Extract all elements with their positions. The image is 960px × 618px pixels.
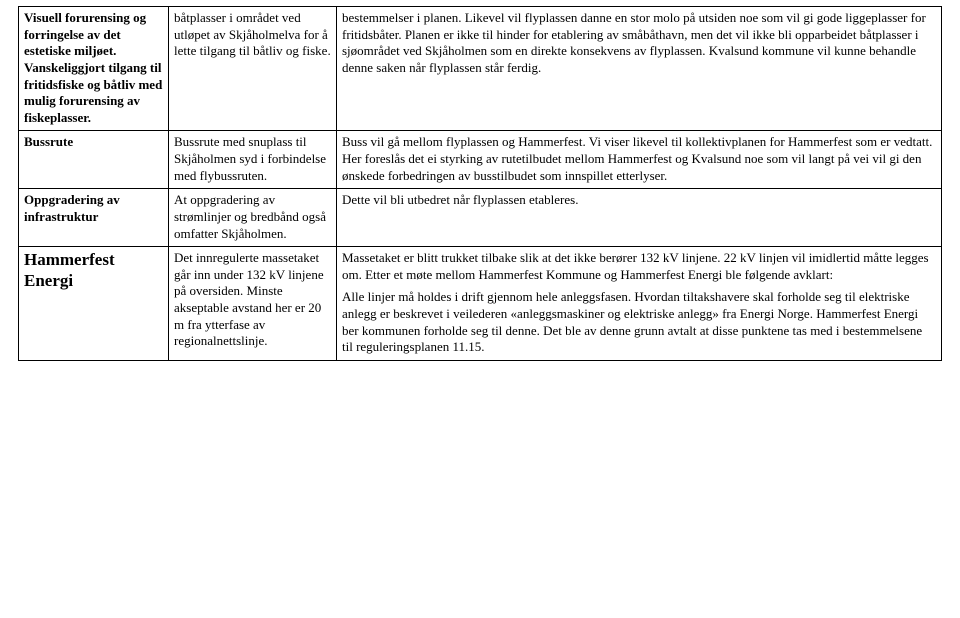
- table-row: Hammerfest Energi Det innregulerte masse…: [19, 247, 942, 361]
- input-text: At oppgradering av strømlinjer og bredbå…: [174, 192, 326, 240]
- topic-text: Visuell forurensing og forringelse av de…: [24, 10, 162, 125]
- input-text: Bussrute med snuplass til Skjåholmen syd…: [174, 134, 326, 182]
- cell-input: At oppgradering av strømlinjer og bredbå…: [169, 189, 337, 247]
- cell-topic: Hammerfest Energi: [19, 247, 169, 361]
- cell-topic: Bussrute: [19, 131, 169, 189]
- table-row: Bussrute Bussrute med snuplass til Skjåh…: [19, 131, 942, 189]
- cell-input: Det innregulerte massetaket går inn unde…: [169, 247, 337, 361]
- table-row: Visuell forurensing og forringelse av de…: [19, 7, 942, 131]
- topic-text: Oppgradering av infrastruktur: [24, 192, 120, 224]
- cell-response: Buss vil gå mellom flyplassen og Hammerf…: [337, 131, 942, 189]
- topic-text: Hammerfest Energi: [24, 250, 115, 289]
- input-text: båtplasser i området ved utløpet av Skjå…: [174, 10, 331, 58]
- topic-text: Bussrute: [24, 134, 73, 149]
- response-text: Massetaket er blitt trukket tilbake slik…: [342, 250, 936, 283]
- page: Visuell forurensing og forringelse av de…: [0, 0, 960, 371]
- table-body: Visuell forurensing og forringelse av de…: [19, 7, 942, 361]
- input-text: Det innregulerte massetaket går inn unde…: [174, 250, 324, 348]
- table-row: Oppgradering av infrastruktur At oppgrad…: [19, 189, 942, 247]
- response-text: Alle linjer må holdes i drift gjennom he…: [342, 289, 936, 356]
- content-table: Visuell forurensing og forringelse av de…: [18, 6, 942, 361]
- response-text: Dette vil bli utbedret når flyplassen et…: [342, 192, 936, 209]
- response-text: bestemmelser i planen. Likevel vil flypl…: [342, 10, 936, 77]
- cell-response: bestemmelser i planen. Likevel vil flypl…: [337, 7, 942, 131]
- response-text: Buss vil gå mellom flyplassen og Hammerf…: [342, 134, 936, 184]
- cell-input: Bussrute med snuplass til Skjåholmen syd…: [169, 131, 337, 189]
- cell-response: Massetaket er blitt trukket tilbake slik…: [337, 247, 942, 361]
- cell-topic: Oppgradering av infrastruktur: [19, 189, 169, 247]
- cell-response: Dette vil bli utbedret når flyplassen et…: [337, 189, 942, 247]
- cell-topic: Visuell forurensing og forringelse av de…: [19, 7, 169, 131]
- cell-input: båtplasser i området ved utløpet av Skjå…: [169, 7, 337, 131]
